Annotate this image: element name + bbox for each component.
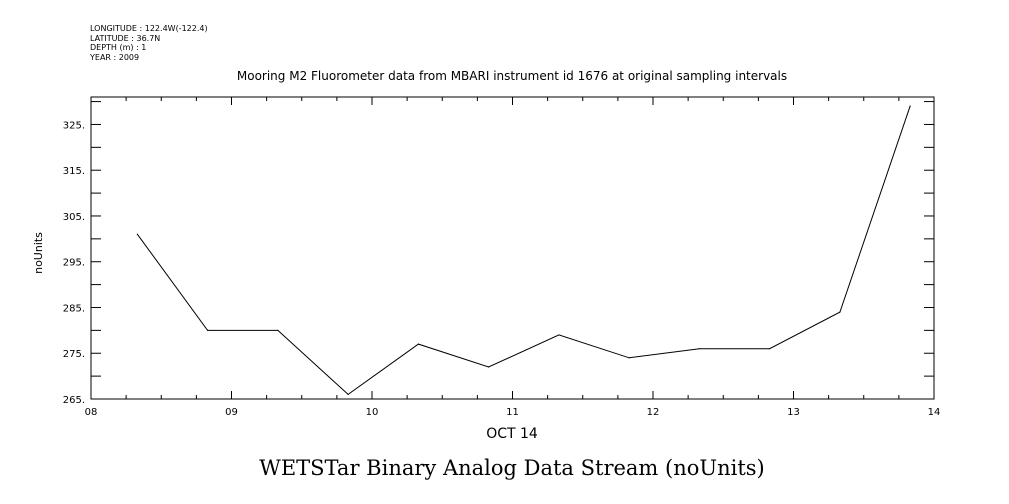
data-point [277,329,279,331]
x-axis-label: OCT 14 [486,426,538,442]
y-tick-label: 275. [63,349,85,360]
plot-frame [90,96,935,400]
data-point [417,343,419,345]
x-tick-labels: 08 09 10 11 12 13 14 [85,407,941,418]
x-tick-label: 10 [366,407,379,418]
x-tick-label: 09 [225,407,238,418]
data-point [136,233,138,235]
axis-ticks [90,97,935,400]
data-point [628,357,630,359]
x-tick-label: 14 [928,407,941,418]
data-point [488,366,490,368]
bottom-title: WETSTar Binary Analog Data Stream (noUni… [259,456,764,480]
x-tick-label: 12 [647,407,660,418]
latitude-label: LATITUDE : 36.7N [90,34,160,43]
x-tick-label: 11 [506,407,519,418]
y-tick-label: 305. [63,212,85,223]
depth-label: DEPTH (m) : 1 [90,43,146,52]
year-label: YEAR : 2009 [89,53,139,62]
series-line [136,106,911,396]
data-point [698,348,700,350]
data-point [347,393,349,396]
x-tick-label: 08 [85,407,98,418]
data-point [839,311,841,313]
y-axis-label: noUnits [32,232,45,274]
chart-title: Mooring M2 Fluorometer data from MBARI i… [237,69,787,83]
y-tick-label: 325. [63,120,85,131]
data-points [136,105,911,396]
y-tick-labels: 265. 275. 285. 295. 305. 315. 325. [63,120,85,406]
data-point [909,105,911,107]
data-point [558,334,560,336]
longitude-label: LONGITUDE : 122.4W(-122.4) [90,24,208,33]
data-point [769,348,771,350]
data-point [207,329,209,331]
y-tick-label: 295. [63,258,85,269]
y-tick-label: 285. [63,303,85,314]
y-tick-label: 315. [63,166,85,177]
x-tick-label: 13 [787,407,800,418]
y-tick-label: 265. [63,395,85,406]
